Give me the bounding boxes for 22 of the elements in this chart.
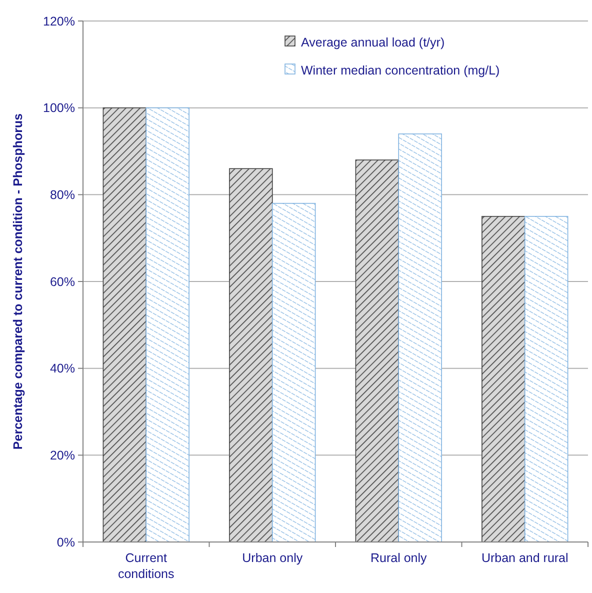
bar <box>355 160 400 542</box>
bar <box>102 107 147 542</box>
x-tick-label: Urban and rural <box>481 551 568 565</box>
bar <box>524 216 568 542</box>
legend-label: Winter median concentration (mg/L) <box>301 63 500 78</box>
x-tick-label: Current conditions <box>118 551 174 581</box>
bar <box>272 202 316 542</box>
legend-label: Average annual load (t/yr) <box>301 35 445 50</box>
y-tick-label: 40% <box>50 362 75 376</box>
y-tick-label: 80% <box>50 188 75 202</box>
x-tick-label: Urban only <box>242 551 304 565</box>
y-tick-label: 120% <box>43 14 75 28</box>
x-tick-label: Rural only <box>370 551 428 565</box>
y-tick-label: 100% <box>43 101 75 116</box>
bar <box>229 168 273 542</box>
bar <box>398 133 442 542</box>
bar <box>482 216 526 542</box>
bar <box>146 107 190 542</box>
y-tick-label: 20% <box>50 448 75 463</box>
y-tick-label: 60% <box>50 274 75 289</box>
y-axis-title: Percentage compared to current condition - Phosphorus <box>11 113 25 450</box>
y-tick-label: 0% <box>56 535 75 550</box>
